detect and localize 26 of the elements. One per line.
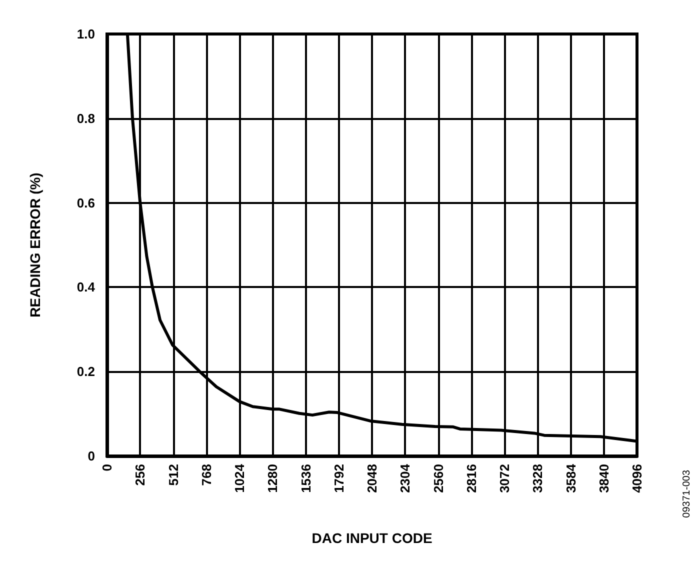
x-tick-label: 1792 [331,464,346,493]
x-tick-label: 1280 [265,464,280,493]
x-tick-label: 0 [100,464,114,472]
y-tick-label: 0 [88,448,95,464]
text: 09371-003 [682,470,692,518]
x-tick-label: 768 [198,464,214,486]
x-tick-label: 2560 [430,464,446,493]
x-tick-label: 3072 [497,464,512,493]
x-tick-label: 4096 [630,464,644,493]
x-tick-label: 3584 [563,463,578,493]
x-tick-label: 3328 [530,464,546,493]
y-tick-label: 1.0 [76,26,95,42]
x-tick-label: 256 [132,464,148,486]
x-tick-label: 512 [166,464,181,486]
x-axis-title: DAC INPUT CODE [312,530,432,546]
x-tick-label: 1536 [298,464,314,493]
x-tick-label: 1024 [232,463,247,493]
y-tick-label: 0.8 [76,110,95,126]
y-tick-label: 0.2 [76,364,95,380]
y-tick-label: 0.6 [76,195,95,210]
x-tick-label: 3840 [596,464,612,493]
x-tick-label: 2304 [398,463,413,493]
y-axis-title: READING ERROR (%) [27,172,43,318]
x-tick-label: 2816 [464,464,479,493]
x-tick-label: 2048 [364,464,380,493]
y-tick-label: 0.4 [76,280,96,295]
